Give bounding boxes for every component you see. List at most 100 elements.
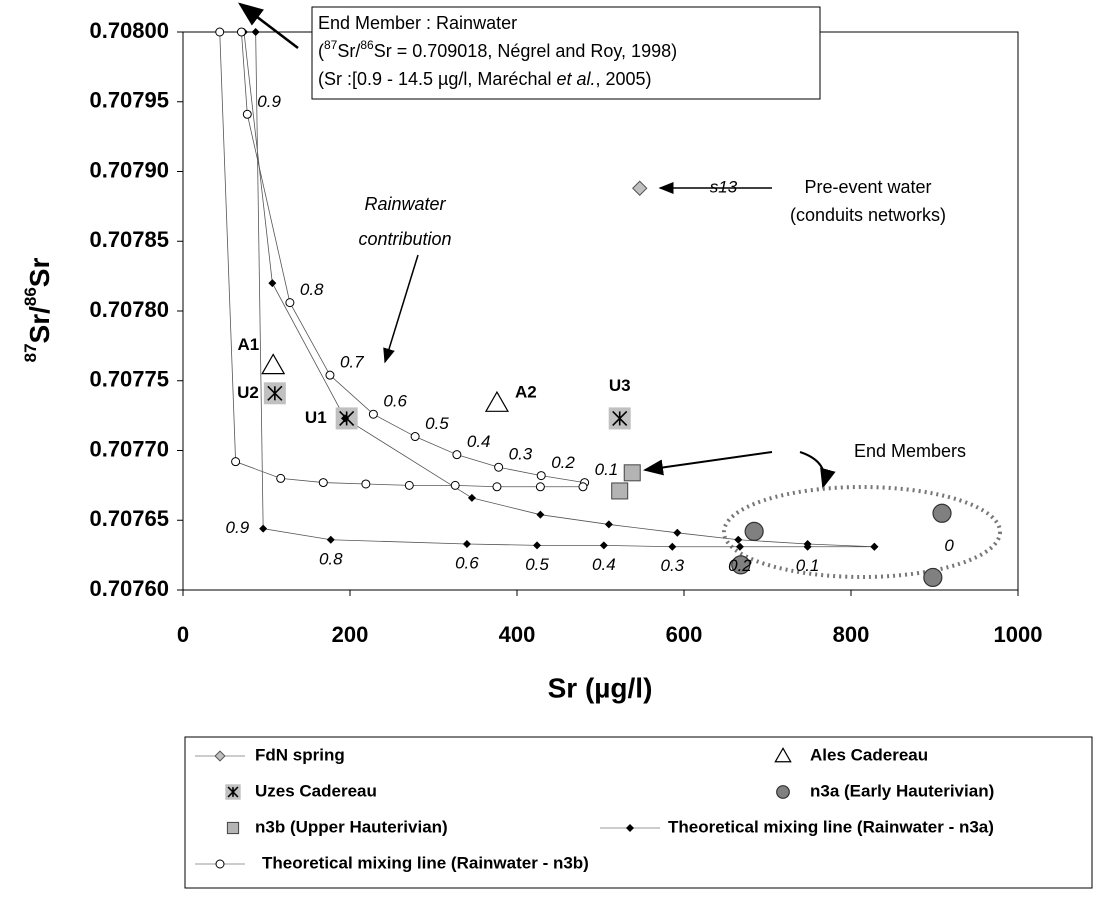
circle (578, 482, 588, 492)
marker-small-diamond (462, 539, 471, 548)
legend-label: n3a (Early Hauterivian) (810, 781, 994, 800)
mixing-line (243, 31, 875, 548)
fraction-label: 0.4 (467, 432, 491, 451)
diamond (533, 541, 542, 550)
asterisk (612, 410, 628, 426)
x-tick-label: 1000 (994, 622, 1043, 647)
circle (535, 482, 545, 492)
marker-open-circle (236, 27, 246, 37)
marker-asterisk-square (263, 382, 286, 405)
fraction-label: 0.5 (525, 555, 549, 574)
circle (236, 27, 246, 37)
fraction-label: 0.2 (551, 453, 575, 472)
marker-open-circle (368, 409, 378, 419)
marker-open-circle (231, 457, 241, 467)
marker-circle (932, 503, 952, 523)
circle (318, 478, 328, 488)
marker-circle (776, 785, 790, 799)
asterisk (227, 786, 239, 798)
end-member-ellipse (722, 485, 1002, 579)
y-tick-label: 0.70785 (89, 227, 169, 252)
marker-asterisk-square (225, 784, 241, 800)
plot-area (182, 31, 1019, 591)
fraction-label: 0.9 (226, 518, 250, 537)
triangle (484, 390, 509, 412)
legend-label: n3b (Upper Hauterivian) (255, 817, 448, 836)
square (611, 482, 629, 500)
annotation-text: Rainwater (364, 194, 446, 214)
marker-open-circle (215, 27, 225, 37)
annotation-sup: 87 (324, 38, 338, 52)
marker-open-circle (285, 298, 295, 308)
marker-small-diamond (673, 528, 682, 537)
marker-small-diamond (326, 535, 335, 544)
y-axis-title: 87Sr/86Sr (21, 258, 55, 363)
marker-open-circle (450, 480, 460, 490)
marker-open-circle (410, 432, 420, 442)
x-tick-label: 200 (332, 622, 369, 647)
marker-open-circle (492, 482, 502, 492)
fraction-label: 0.4 (592, 555, 616, 574)
circle (215, 859, 225, 869)
y-tick-label: 0.70790 (89, 157, 169, 182)
circle (242, 109, 252, 119)
marker-open-circle (325, 370, 335, 380)
x-tick-label: 600 (666, 622, 703, 647)
diamond (632, 180, 648, 196)
annotation-text: Sr = 0.709018, Négrel and Roy, 1998) (374, 41, 677, 61)
annotation-text: (conduits networks) (790, 205, 946, 225)
diamond (735, 542, 744, 551)
triangle (261, 353, 286, 375)
marker-small-diamond (467, 493, 476, 502)
marker-small-diamond (604, 520, 613, 529)
diamond (214, 750, 226, 762)
arrow (383, 254, 419, 364)
marker-square (226, 821, 240, 835)
fraction-label: 0.1 (595, 460, 619, 479)
circle (325, 370, 335, 380)
legend-label: Theoretical mixing line (Rainwater - n3a… (668, 817, 994, 836)
annotation-text: (Sr :[0.9 - 14.5 µg/l, Maréchal (318, 69, 556, 89)
marker-asterisk-square (608, 407, 631, 430)
marker-open-circle (578, 482, 588, 492)
marker-small-diamond (340, 414, 349, 423)
point-label: U3 (609, 376, 631, 395)
circle (276, 473, 286, 483)
diamond (599, 541, 608, 550)
y-tick-label: 0.70795 (89, 88, 169, 113)
circle (923, 567, 943, 588)
diamond (259, 524, 268, 533)
diamond (536, 510, 545, 519)
circle (231, 457, 241, 467)
fraction-label: 0.3 (660, 556, 684, 575)
circle (368, 409, 378, 419)
annotation-box (311, 6, 821, 100)
diamond (734, 535, 743, 544)
circle (494, 462, 504, 472)
annotation-text: , 2005) (596, 69, 652, 89)
marker-square (611, 482, 629, 500)
marker-small-diamond (259, 524, 268, 533)
diamond (673, 528, 682, 537)
x-tick-label: 400 (499, 622, 536, 647)
marker-small-diamond (870, 542, 879, 551)
diamond (268, 279, 277, 288)
y-title-part: Sr/ (24, 306, 55, 344)
y-title-sup: 87 (21, 343, 40, 362)
diamond (626, 824, 634, 832)
point-label: U2 (237, 383, 259, 402)
marker-open-circle (494, 462, 504, 472)
marker-square (623, 464, 641, 482)
fraction-label: 0.3 (509, 445, 533, 464)
fraction-label: s13 (710, 178, 738, 197)
fraction-label: 0.8 (300, 280, 324, 299)
x-tick-label: 0 (177, 622, 189, 647)
marker-open-circle (318, 478, 328, 488)
y-title-part: Sr (24, 258, 55, 288)
point-label: A2 (515, 383, 537, 402)
marker-circle (744, 521, 764, 542)
y-tick-label: 0.70770 (89, 436, 169, 461)
circle (285, 298, 295, 308)
fraction-label: 0.9 (257, 92, 281, 111)
